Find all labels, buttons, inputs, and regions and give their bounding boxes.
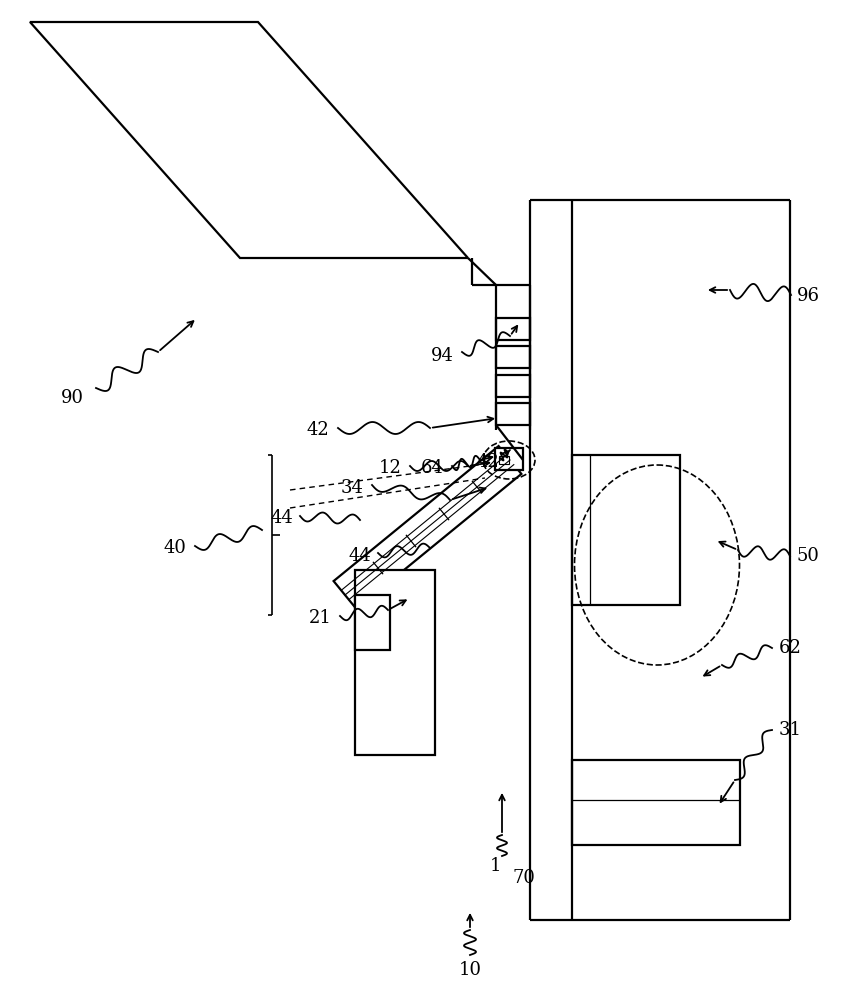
Text: 10: 10 <box>459 961 481 979</box>
Bar <box>572 455 680 605</box>
Text: 42: 42 <box>476 453 499 471</box>
Text: 96: 96 <box>796 287 820 305</box>
Polygon shape <box>333 446 521 609</box>
Bar <box>495 448 523 470</box>
Bar <box>496 403 530 425</box>
Text: 44: 44 <box>271 509 294 527</box>
Text: 34: 34 <box>341 479 364 497</box>
Text: 70: 70 <box>513 869 536 887</box>
Text: 21: 21 <box>309 609 332 627</box>
Text: 40: 40 <box>163 539 186 557</box>
Bar <box>499 456 509 464</box>
Text: 42: 42 <box>306 421 329 439</box>
Text: 64: 64 <box>420 459 443 477</box>
Bar <box>496 346 530 368</box>
Bar <box>496 375 530 397</box>
Text: 90: 90 <box>61 389 84 407</box>
Text: 62: 62 <box>778 639 801 657</box>
Text: 94: 94 <box>431 347 453 365</box>
Text: 50: 50 <box>797 547 820 565</box>
Text: 31: 31 <box>778 721 801 739</box>
Bar <box>496 318 530 340</box>
Text: 44: 44 <box>349 547 371 565</box>
Text: 1: 1 <box>490 857 502 875</box>
Bar <box>355 595 390 650</box>
Polygon shape <box>30 22 468 258</box>
Text: 12: 12 <box>378 459 402 477</box>
Bar <box>572 760 740 845</box>
Bar <box>355 570 435 755</box>
